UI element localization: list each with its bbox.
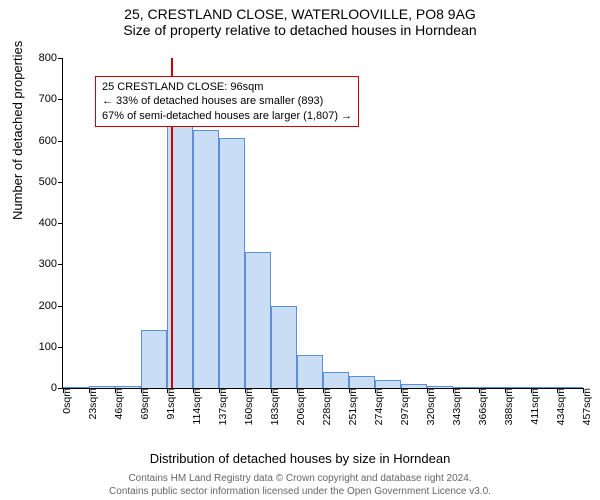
callout-line-3: 67% of semi-detached houses are larger (… [102, 109, 352, 123]
x-tick-label: 228sqm [319, 388, 333, 425]
y-axis-label: Number of detached properties [10, 41, 25, 220]
footer-line-2: Contains public sector information licen… [0, 486, 600, 499]
x-tick-label: 366sqm [475, 388, 489, 425]
x-tick-label: 46sqm [111, 388, 125, 420]
x-tick-label: 23sqm [85, 388, 99, 420]
x-tick-label: 206sqm [293, 388, 307, 425]
histogram-bar [141, 330, 167, 388]
x-tick-label: 183sqm [267, 388, 281, 425]
x-tick-label: 320sqm [423, 388, 437, 425]
callout-line-2: ← 33% of detached houses are smaller (89… [102, 94, 352, 108]
subject-callout: 25 CRESTLAND CLOSE: 96sqm← 33% of detach… [95, 76, 359, 127]
x-axis-label: Distribution of detached houses by size … [0, 451, 600, 466]
histogram-bar [245, 252, 271, 388]
footer-attribution: Contains HM Land Registry data © Crown c… [0, 473, 600, 498]
chart-title-2: Size of property relative to detached ho… [0, 22, 600, 38]
x-tick-label: 297sqm [397, 388, 411, 425]
x-tick-label: 274sqm [371, 388, 385, 425]
histogram-bar [323, 372, 349, 389]
x-tick-label: 114sqm [189, 388, 203, 425]
histogram-bar [297, 355, 323, 388]
histogram-bar [193, 130, 219, 388]
histogram-bar [349, 376, 375, 388]
x-tick-label: 91sqm [163, 388, 177, 420]
histogram-bar [219, 138, 245, 388]
histogram-bar [271, 306, 297, 389]
histogram-bar [375, 380, 401, 388]
x-tick-label: 411sqm [527, 388, 541, 425]
x-tick-label: 343sqm [449, 388, 463, 425]
x-tick-label: 251sqm [345, 388, 359, 425]
footer-line-1: Contains HM Land Registry data © Crown c… [0, 473, 600, 486]
chart-plot-area: 01002003004005006007008000sqm23sqm46sqm6… [62, 58, 583, 389]
x-tick-label: 0sqm [59, 388, 73, 414]
x-tick-label: 160sqm [241, 388, 255, 425]
x-tick-label: 457sqm [579, 388, 593, 425]
callout-line-1: 25 CRESTLAND CLOSE: 96sqm [102, 80, 352, 94]
x-tick-label: 388sqm [501, 388, 515, 425]
x-tick-label: 137sqm [215, 388, 229, 425]
x-tick-label: 69sqm [137, 388, 151, 420]
chart-title-1: 25, CRESTLAND CLOSE, WATERLOOVILLE, PO8 … [0, 0, 600, 22]
x-tick-label: 434sqm [553, 388, 567, 425]
